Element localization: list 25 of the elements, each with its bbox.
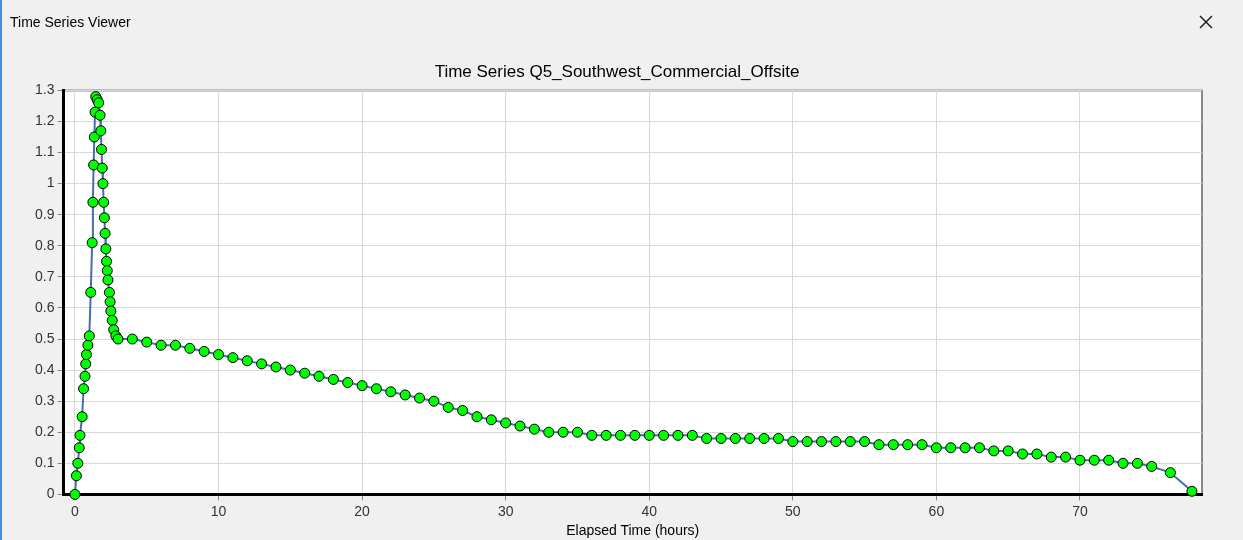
- x-tick-label: 40: [641, 502, 658, 519]
- y-tick-label: 0.8: [34, 236, 55, 253]
- x-tick-label: 20: [354, 502, 371, 519]
- y-tick-label: 0.9: [34, 205, 55, 222]
- x-tick-label: 70: [1072, 502, 1088, 519]
- y-tick-label: 0.2: [34, 423, 55, 440]
- x-tick-label: 50: [785, 502, 801, 519]
- x-tick-label: 30: [497, 502, 514, 519]
- y-tick-label: 0.3: [34, 392, 55, 409]
- x-tick-label: 60: [928, 502, 945, 519]
- chart-title: Time Series Q5_Southwest_Commercial_Offsite: [434, 61, 800, 81]
- text: Time Series Viewer: [10, 14, 131, 30]
- y-tick-label: 0.6: [34, 298, 55, 315]
- y-tick-label: 0: [46, 485, 55, 502]
- y-tick-label: 0.7: [34, 267, 55, 284]
- x-tick-label: 10: [210, 502, 227, 519]
- y-tick-label: 0.5: [34, 329, 55, 346]
- x-tick-label: 0: [71, 502, 80, 519]
- y-tick-label: 1: [46, 174, 55, 191]
- y-tick-label: 1.1: [34, 143, 55, 160]
- y-tick-label: 0.1: [34, 454, 55, 471]
- y-tick-label: 1.2: [34, 112, 55, 129]
- x-axis-title: Elapsed Time (hours): [566, 522, 700, 539]
- y-tick-label: 0.4: [34, 360, 55, 377]
- y-tick-label: 1.3: [34, 81, 55, 98]
